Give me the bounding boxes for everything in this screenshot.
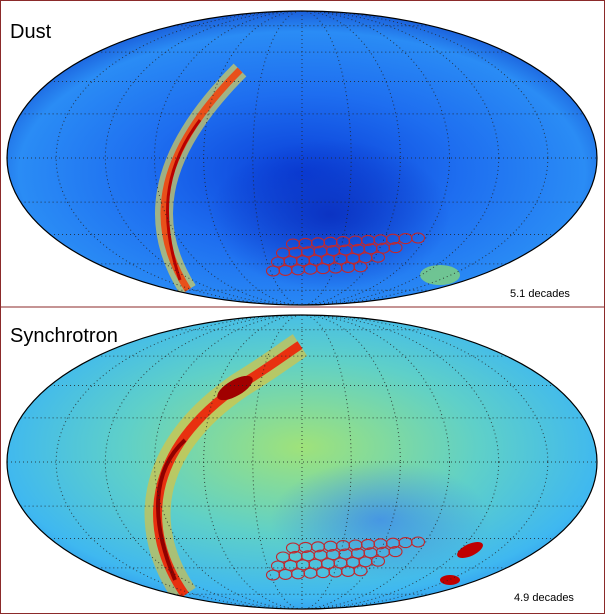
beam-footprint — [370, 251, 386, 263]
synchrotron-map — [7, 315, 597, 609]
dust-map — [7, 11, 597, 305]
panel-note: 4.9 decades — [514, 592, 574, 604]
meridian — [104, 315, 500, 609]
beam-footprint — [353, 565, 368, 577]
panel-title: Synchrotron — [10, 325, 118, 347]
beam-footprint — [370, 555, 386, 567]
beam-footprint — [388, 546, 403, 558]
beam-footprint — [410, 536, 426, 548]
beam-footprint — [388, 242, 403, 254]
beams — [265, 232, 426, 581]
panel-title: Dust — [10, 21, 52, 43]
beam-footprint — [353, 261, 368, 273]
meridian — [154, 11, 450, 305]
meridian — [154, 315, 450, 609]
graticule-panel — [7, 315, 597, 609]
beam-footprint — [410, 232, 426, 244]
meridian — [104, 11, 500, 305]
panel-note: 5.1 decades — [510, 288, 570, 300]
map-outline — [6, 10, 598, 306]
map-outline — [6, 314, 598, 610]
